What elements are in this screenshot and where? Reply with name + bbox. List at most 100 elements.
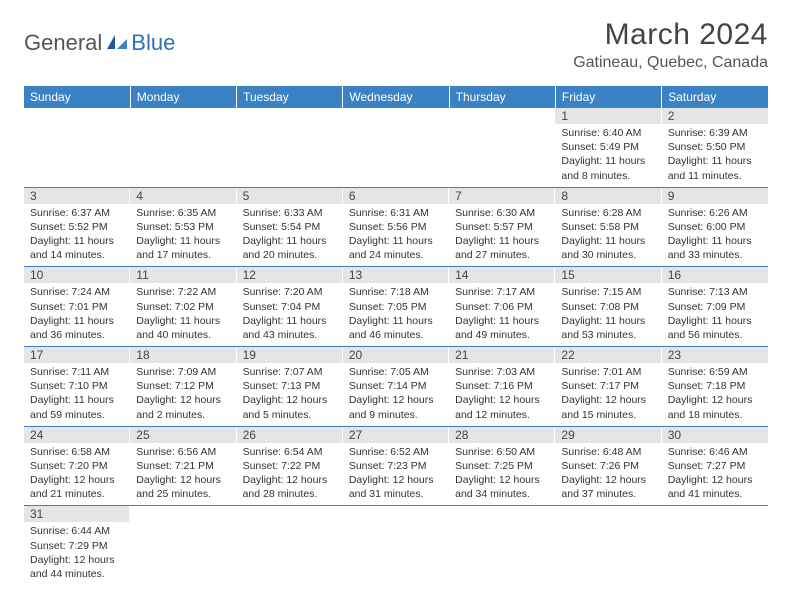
sunset-line: Sunset: 5:49 PM: [561, 140, 655, 154]
sunset-line: Sunset: 7:05 PM: [349, 300, 443, 314]
sunset-line: Sunset: 6:00 PM: [668, 220, 762, 234]
sunset-line: Sunset: 7:26 PM: [561, 459, 655, 473]
calendar-cell: 19Sunrise: 7:07 AMSunset: 7:13 PMDayligh…: [237, 347, 343, 427]
weekday-header-row: SundayMondayTuesdayWednesdayThursdayFrid…: [24, 86, 768, 108]
calendar-cell: [343, 506, 449, 585]
day-number: 10: [24, 267, 130, 283]
calendar-cell: 25Sunrise: 6:56 AMSunset: 7:21 PMDayligh…: [130, 426, 236, 506]
day-body: Sunrise: 6:39 AMSunset: 5:50 PMDaylight:…: [662, 124, 768, 187]
daylight-line: Daylight: 11 hours and 36 minutes.: [30, 314, 124, 342]
sunrise-line: Sunrise: 6:33 AM: [243, 206, 337, 220]
sunrise-line: Sunrise: 6:37 AM: [30, 206, 124, 220]
day-body: Sunrise: 7:07 AMSunset: 7:13 PMDaylight:…: [237, 363, 343, 426]
day-number: 26: [237, 427, 343, 443]
sunset-line: Sunset: 7:08 PM: [561, 300, 655, 314]
sunset-line: Sunset: 7:14 PM: [349, 379, 443, 393]
daylight-line: Daylight: 11 hours and 14 minutes.: [30, 234, 124, 262]
daylight-line: Daylight: 12 hours and 44 minutes.: [30, 553, 124, 581]
sunset-line: Sunset: 7:23 PM: [349, 459, 443, 473]
sunset-line: Sunset: 7:22 PM: [243, 459, 337, 473]
sunrise-line: Sunrise: 6:54 AM: [243, 445, 337, 459]
day-body: Sunrise: 7:13 AMSunset: 7:09 PMDaylight:…: [662, 283, 768, 346]
sunrise-line: Sunrise: 7:20 AM: [243, 285, 337, 299]
sunrise-line: Sunrise: 6:35 AM: [136, 206, 230, 220]
calendar-cell: 29Sunrise: 6:48 AMSunset: 7:26 PMDayligh…: [555, 426, 661, 506]
sail-icon: [105, 33, 129, 51]
day-body: Sunrise: 6:35 AMSunset: 5:53 PMDaylight:…: [130, 204, 236, 267]
sunrise-line: Sunrise: 7:24 AM: [30, 285, 124, 299]
day-number: 15: [555, 267, 661, 283]
sunrise-line: Sunrise: 7:13 AM: [668, 285, 762, 299]
sunrise-line: Sunrise: 6:28 AM: [561, 206, 655, 220]
sunrise-line: Sunrise: 6:48 AM: [561, 445, 655, 459]
calendar-cell: 3Sunrise: 6:37 AMSunset: 5:52 PMDaylight…: [24, 187, 130, 267]
sunset-line: Sunset: 7:18 PM: [668, 379, 762, 393]
sunrise-line: Sunrise: 7:22 AM: [136, 285, 230, 299]
calendar-cell: 22Sunrise: 7:01 AMSunset: 7:17 PMDayligh…: [555, 347, 661, 427]
sunset-line: Sunset: 7:20 PM: [30, 459, 124, 473]
calendar-row: 1Sunrise: 6:40 AMSunset: 5:49 PMDaylight…: [24, 108, 768, 187]
calendar-row: 24Sunrise: 6:58 AMSunset: 7:20 PMDayligh…: [24, 426, 768, 506]
day-number: 24: [24, 427, 130, 443]
day-body: Sunrise: 6:44 AMSunset: 7:29 PMDaylight:…: [24, 522, 130, 585]
sunrise-line: Sunrise: 6:30 AM: [455, 206, 549, 220]
sunset-line: Sunset: 7:09 PM: [668, 300, 762, 314]
calendar-cell: 24Sunrise: 6:58 AMSunset: 7:20 PMDayligh…: [24, 426, 130, 506]
weekday-header: Wednesday: [343, 86, 449, 108]
calendar-cell: 27Sunrise: 6:52 AMSunset: 7:23 PMDayligh…: [343, 426, 449, 506]
day-number: 2: [662, 108, 768, 124]
sunrise-line: Sunrise: 7:11 AM: [30, 365, 124, 379]
day-body: Sunrise: 6:40 AMSunset: 5:49 PMDaylight:…: [555, 124, 661, 187]
calendar-cell: [130, 506, 236, 585]
calendar-cell: [130, 108, 236, 187]
sunrise-line: Sunrise: 7:07 AM: [243, 365, 337, 379]
daylight-line: Daylight: 12 hours and 2 minutes.: [136, 393, 230, 421]
calendar-cell: [662, 506, 768, 585]
calendar-cell: [237, 108, 343, 187]
sunrise-line: Sunrise: 6:39 AM: [668, 126, 762, 140]
day-number: 20: [343, 347, 449, 363]
day-body: Sunrise: 6:26 AMSunset: 6:00 PMDaylight:…: [662, 204, 768, 267]
sunset-line: Sunset: 7:16 PM: [455, 379, 549, 393]
sunrise-line: Sunrise: 7:03 AM: [455, 365, 549, 379]
sunrise-line: Sunrise: 6:46 AM: [668, 445, 762, 459]
sunset-line: Sunset: 5:56 PM: [349, 220, 443, 234]
sunrise-line: Sunrise: 6:56 AM: [136, 445, 230, 459]
day-number: 13: [343, 267, 449, 283]
sunset-line: Sunset: 7:29 PM: [30, 539, 124, 553]
sunrise-line: Sunrise: 6:31 AM: [349, 206, 443, 220]
sunrise-line: Sunrise: 7:09 AM: [136, 365, 230, 379]
day-body: Sunrise: 7:20 AMSunset: 7:04 PMDaylight:…: [237, 283, 343, 346]
day-number: 7: [449, 188, 555, 204]
weekday-header: Thursday: [449, 86, 555, 108]
sunset-line: Sunset: 5:58 PM: [561, 220, 655, 234]
sunset-line: Sunset: 7:21 PM: [136, 459, 230, 473]
daylight-line: Daylight: 12 hours and 15 minutes.: [561, 393, 655, 421]
day-body: Sunrise: 6:37 AMSunset: 5:52 PMDaylight:…: [24, 204, 130, 267]
daylight-line: Daylight: 11 hours and 49 minutes.: [455, 314, 549, 342]
day-number: 11: [130, 267, 236, 283]
month-title: March 2024: [573, 18, 768, 52]
title-block: March 2024 Gatineau, Quebec, Canada: [573, 18, 768, 72]
calendar-cell: [449, 506, 555, 585]
day-body: Sunrise: 6:30 AMSunset: 5:57 PMDaylight:…: [449, 204, 555, 267]
calendar-cell: 2Sunrise: 6:39 AMSunset: 5:50 PMDaylight…: [662, 108, 768, 187]
daylight-line: Daylight: 12 hours and 9 minutes.: [349, 393, 443, 421]
day-body: Sunrise: 6:58 AMSunset: 7:20 PMDaylight:…: [24, 443, 130, 506]
day-number: 19: [237, 347, 343, 363]
sunset-line: Sunset: 5:57 PM: [455, 220, 549, 234]
day-body: Sunrise: 6:59 AMSunset: 7:18 PMDaylight:…: [662, 363, 768, 426]
calendar-cell: [343, 108, 449, 187]
day-number: 29: [555, 427, 661, 443]
calendar-row: 31Sunrise: 6:44 AMSunset: 7:29 PMDayligh…: [24, 506, 768, 585]
sunset-line: Sunset: 7:17 PM: [561, 379, 655, 393]
calendar-cell: 30Sunrise: 6:46 AMSunset: 7:27 PMDayligh…: [662, 426, 768, 506]
weekday-header: Tuesday: [237, 86, 343, 108]
calendar-row: 17Sunrise: 7:11 AMSunset: 7:10 PMDayligh…: [24, 347, 768, 427]
day-body: Sunrise: 6:33 AMSunset: 5:54 PMDaylight:…: [237, 204, 343, 267]
day-body: Sunrise: 7:24 AMSunset: 7:01 PMDaylight:…: [24, 283, 130, 346]
day-number: 6: [343, 188, 449, 204]
sunset-line: Sunset: 7:10 PM: [30, 379, 124, 393]
sunset-line: Sunset: 5:50 PM: [668, 140, 762, 154]
weekday-header: Saturday: [662, 86, 768, 108]
